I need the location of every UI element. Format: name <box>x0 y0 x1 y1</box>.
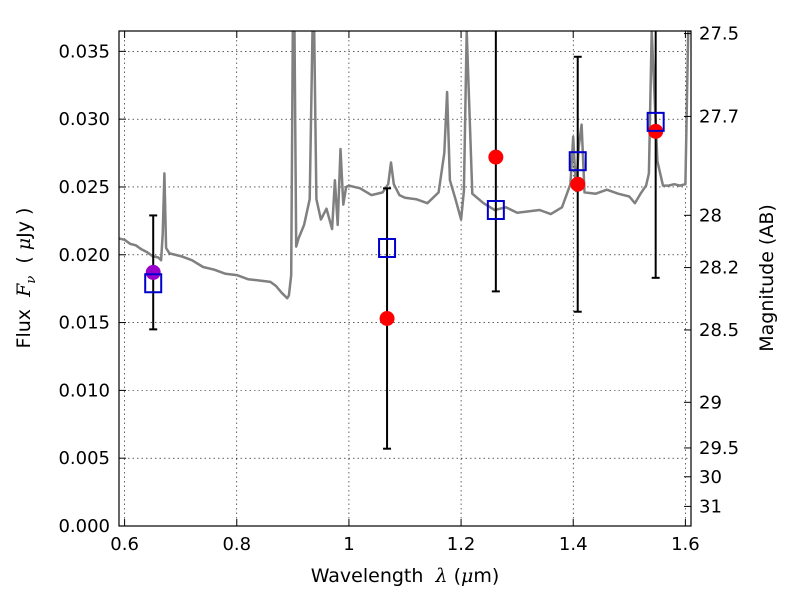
y-tick-label: 0.015 <box>58 313 110 334</box>
y-tick-label: 0.020 <box>58 245 110 266</box>
y2-tick-label: 31 <box>699 496 722 517</box>
grid <box>119 31 691 526</box>
y2-tick-label: 27.7 <box>699 106 739 127</box>
x-tick-label: 0.8 <box>222 534 251 555</box>
x-tick-label: 1.4 <box>559 534 588 555</box>
y-tick-label: 0.000 <box>58 516 110 537</box>
y-tick-label: 0.035 <box>58 41 110 62</box>
y2-tick-label: 29 <box>699 392 722 413</box>
observed-point <box>570 176 586 192</box>
y2-tick-label: 28.2 <box>699 258 739 279</box>
x-tick-labels: 0.6 0.8 1 1.2 1.4 1.6 <box>110 534 699 555</box>
model-point <box>568 151 587 172</box>
y-tick-labels: 0.000 0.005 0.010 0.015 0.020 0.025 0.030 0.035 <box>58 41 110 537</box>
model-points <box>144 111 665 294</box>
axis-ticks <box>119 31 691 527</box>
x-tick-label: 0.6 <box>110 534 139 555</box>
x-tick-label: 1 <box>343 534 354 555</box>
plot-frame <box>118 30 692 527</box>
model-point <box>144 273 163 294</box>
observed-points <box>145 123 664 327</box>
y-axis-title: Flux Fν ( μJy ) <box>13 208 39 349</box>
model-point <box>646 111 665 132</box>
plot-background <box>119 31 691 526</box>
model-point <box>486 200 505 221</box>
y2-axis-title: Magnitude (AB) <box>756 204 778 352</box>
x-tick-label: 1.6 <box>671 534 700 555</box>
y-tick-label: 0.025 <box>58 177 110 198</box>
y2-tick-label: 28 <box>699 205 722 226</box>
y2-tick-label: 27.5 <box>699 24 739 45</box>
observed-point <box>488 149 504 165</box>
y2-tick-labels: 27.5 27.7 28 28.2 28.5 29 29.5 30 31 <box>699 24 739 518</box>
observed-point <box>145 264 161 280</box>
y2-tick-label: 28.5 <box>699 320 739 341</box>
x-tick-label: 1.2 <box>447 534 476 555</box>
y2-tick-label: 30 <box>699 467 722 488</box>
y-tick-label: 0.010 <box>58 380 110 401</box>
y-tick-label: 0.005 <box>58 448 110 469</box>
x-axis-title: Wavelength λ (μm) <box>311 565 500 587</box>
sed-template-line <box>119 31 691 300</box>
y-tick-label: 0.030 <box>58 109 110 130</box>
observed-point <box>379 311 395 327</box>
model-point <box>378 237 397 258</box>
y2-tick-label: 29.5 <box>699 438 739 459</box>
